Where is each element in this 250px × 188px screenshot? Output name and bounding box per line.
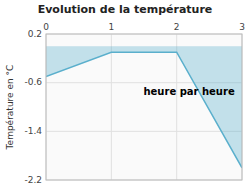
y-tick-label: -1.4 [24, 126, 42, 136]
y-tick-label: 0.2 [28, 29, 42, 39]
title: Evolution de la température [38, 3, 213, 16]
area [46, 46, 242, 168]
x-tick-label: 0 [43, 22, 49, 32]
x-tick-label: 3 [239, 22, 245, 32]
y-tick-label: -2.2 [24, 175, 42, 185]
x-grid-line [176, 34, 177, 180]
y-tick-label: -0.6 [24, 77, 42, 87]
x-tick-label: 2 [174, 22, 180, 32]
chart: 0.2 -0.6 -1.4 -2.2 0 1 2 3 Evolution de la tempé… [0, 0, 250, 188]
y-grid-line [46, 131, 242, 132]
x-grid-line [111, 34, 112, 180]
x-tick-label: 1 [108, 22, 114, 32]
y-axis-label: Température en °C [5, 65, 15, 151]
plot-area [46, 34, 242, 180]
plot-frame [46, 34, 242, 180]
data-group [46, 46, 242, 168]
line [46, 52, 242, 168]
annotation: heure par heure [143, 86, 234, 97]
